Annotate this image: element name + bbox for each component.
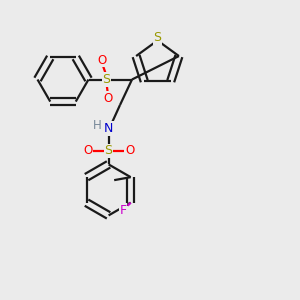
Text: S: S xyxy=(103,73,110,86)
Text: O: O xyxy=(98,53,106,67)
Text: O: O xyxy=(125,144,134,158)
Text: O: O xyxy=(83,144,92,158)
Text: O: O xyxy=(103,92,112,105)
Text: H: H xyxy=(93,119,102,133)
Text: F: F xyxy=(120,204,127,217)
Text: S: S xyxy=(105,144,112,158)
Text: N: N xyxy=(104,122,113,135)
Text: S: S xyxy=(154,31,161,44)
